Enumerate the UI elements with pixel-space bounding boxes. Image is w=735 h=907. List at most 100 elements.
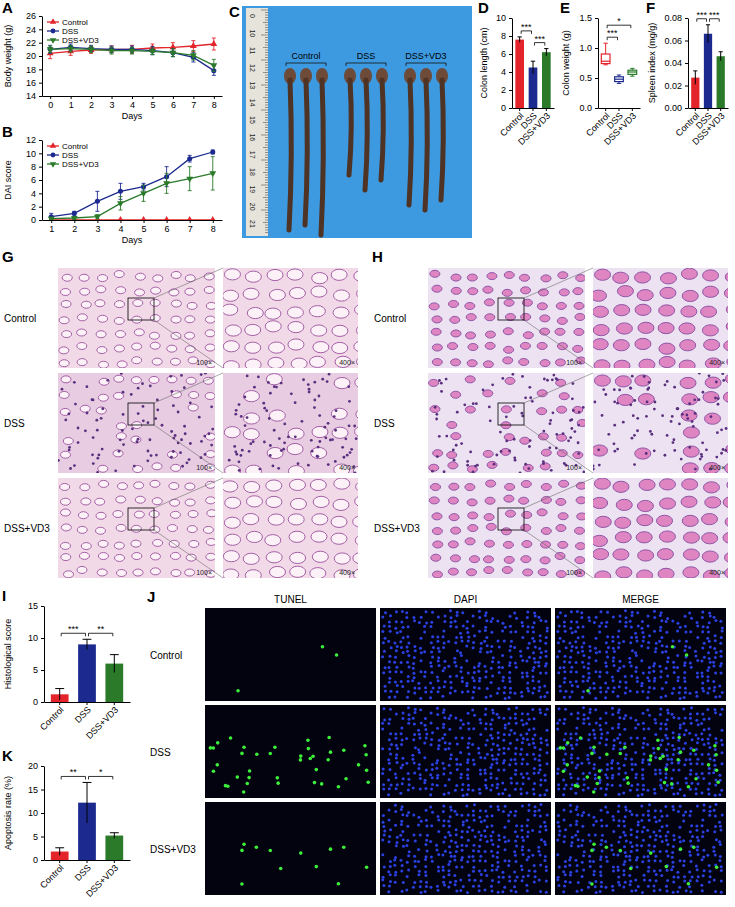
legend-label: Control [62,142,88,151]
ruler-tick [265,20,268,21]
ruler-label: 18 [249,168,256,176]
nucleus [587,616,590,619]
tissue-structure [448,343,458,350]
tissue-structure [333,307,349,318]
x-tick: DSS+VD3 [690,108,726,147]
tissue-structure [357,288,358,299]
micrograph [593,268,728,368]
inflammatory-cell [313,399,316,402]
error-bar [95,191,99,211]
tissue-structure [117,361,127,368]
inflammatory-cell [705,448,708,451]
x-tick-mark [213,220,214,223]
box-median [628,71,637,72]
tissue-structure [98,540,108,547]
legend-label: DSS+VD3 [62,36,99,45]
ruler-tick [265,140,268,141]
ruler-tick [265,102,268,103]
nucleus [544,620,547,623]
nucleus [466,690,469,693]
tissue-structure [540,360,550,367]
group-bracket [286,63,326,66]
inflammatory-cell [543,378,546,381]
panel-label: B [2,123,13,140]
nucleus [425,621,428,624]
tissue-structure [287,307,303,318]
error-bar [83,639,92,649]
error-bar [83,782,92,822]
tissue-structure [541,541,551,548]
tissue-structure [725,271,728,282]
x-tick-label: 2 [72,224,77,234]
tissue-structure [505,377,515,384]
nucleus [443,660,446,663]
nucleus [405,611,408,614]
y-tick: 0 [33,855,44,865]
nucleus [400,620,403,623]
tissue-structure [99,361,109,368]
nucleus [461,640,464,643]
inflammatory-cell [95,419,98,422]
point [190,53,197,59]
tissue-structure [223,481,238,492]
inflammatory-cell [280,382,283,385]
y-tick: 4 [501,67,512,77]
zoom-lines [524,373,593,473]
inflammatory-cell [616,402,619,405]
nucleus [413,686,416,689]
inflammatory-cell [326,380,329,383]
y-axis-title: Body weight (g) [3,25,13,88]
photo-background [242,6,472,238]
ruler-tick [265,117,268,118]
x-tick-label: DSS [73,863,93,883]
inflammatory-cell [438,379,441,382]
ruler-tick [265,145,268,146]
ruler-tick [265,115,268,116]
inflammatory-cell [283,441,286,444]
plot-area [515,37,550,108]
y-tick-mark [509,36,512,37]
nucleus [442,635,445,638]
tissue-structure [334,378,350,389]
ruler-tick [265,30,268,31]
nucleus [483,640,486,643]
tissue-structure [429,379,439,386]
tissue-structure [171,464,181,471]
bar [105,836,123,860]
nucleus [453,657,456,660]
tissue-structure [485,314,495,321]
tissue-structure [520,437,530,444]
nucleus [611,636,614,639]
inflammatory-cell [68,449,71,452]
tissue-structure [519,274,529,281]
nucleus [559,611,562,614]
tissue-structure [189,391,199,398]
x-tick: 7 [191,96,196,110]
inflammatory-cell [593,464,595,467]
x-tick-mark [214,96,215,99]
x-axis-title: Days [122,111,143,121]
nucleus [389,655,392,658]
nucleus [424,670,427,673]
nucleus [534,646,537,649]
tissue-structure [537,390,547,397]
inflammatory-cell [233,445,236,448]
inflammatory-cell [570,427,573,430]
inflammatory-cell [179,451,182,454]
tissue-structure [559,393,569,400]
inflammatory-cell [613,450,616,453]
y-axis: 05101520 [28,761,45,865]
tissue-structure [703,286,719,297]
inflammatory-cell [701,441,704,444]
inflammatory-cell [177,411,180,414]
nucleus [424,691,427,694]
nucleus [520,695,523,698]
inflammatory-cell [92,462,95,465]
inflammatory-cell [569,436,572,439]
inflammatory-cell [311,450,314,453]
y-axis: 0.000.020.040.060.08 [664,13,688,113]
inflammatory-cell [313,406,316,409]
panel-label: H [372,248,383,265]
nucleus [396,684,399,687]
inflammatory-cell [130,393,133,396]
